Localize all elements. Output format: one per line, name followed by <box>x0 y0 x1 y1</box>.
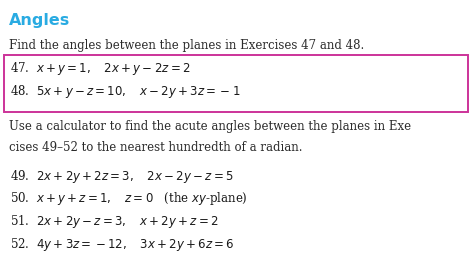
Text: 49.  $2x + 2y + 2z = 3, \quad  2x - 2y - z = 5$: 49. $2x + 2y + 2z = 3, \quad 2x - 2y - z… <box>10 168 234 185</box>
Text: Angles: Angles <box>9 13 70 28</box>
Text: 52.  $4y + 3z = -12, \quad  3x + 2y + 6z = 6$: 52. $4y + 3z = -12, \quad 3x + 2y + 6z =… <box>10 236 235 253</box>
Text: 48.  $5x + y - z = 10, \quad  x - 2y + 3z = -1$: 48. $5x + y - z = 10, \quad x - 2y + 3z … <box>10 83 241 100</box>
FancyBboxPatch shape <box>4 55 468 112</box>
Text: 50.  $x + y + z = 1, \quad  z = 0$   (the $xy$-plane): 50. $x + y + z = 1, \quad z = 0$ (the $x… <box>10 190 248 207</box>
Text: Find the angles between the planes in Exercises 47 and 48.: Find the angles between the planes in Ex… <box>9 39 364 52</box>
Text: 51.  $2x + 2y - z = 3, \quad  x + 2y + z = 2$: 51. $2x + 2y - z = 3, \quad x + 2y + z =… <box>10 213 219 230</box>
Text: 47.  $x + y = 1, \quad  2x + y - 2z = 2$: 47. $x + y = 1, \quad 2x + y - 2z = 2$ <box>10 60 191 77</box>
Text: cises 49–52 to the nearest hundredth of a radian.: cises 49–52 to the nearest hundredth of … <box>9 141 302 154</box>
Text: Use a calculator to find the acute angles between the planes in Exe: Use a calculator to find the acute angle… <box>9 120 411 133</box>
